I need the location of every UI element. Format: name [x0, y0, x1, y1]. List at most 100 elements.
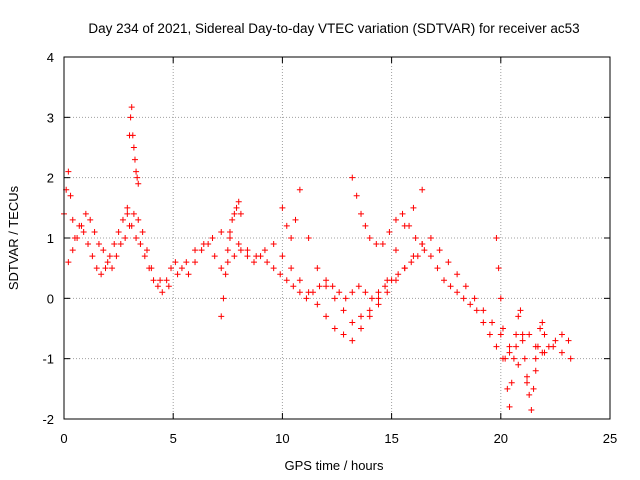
data-point	[366, 235, 373, 241]
data-point	[137, 241, 144, 248]
data-point	[95, 241, 102, 248]
data-point	[296, 289, 303, 296]
data-point	[67, 192, 74, 199]
data-point	[87, 216, 94, 223]
data-point	[174, 271, 181, 278]
data-point	[521, 355, 528, 362]
data-point	[355, 283, 362, 290]
data-point	[532, 355, 539, 362]
data-point	[515, 313, 522, 320]
data-point	[106, 253, 113, 260]
data-point	[358, 313, 365, 320]
data-point	[119, 216, 126, 223]
data-point	[427, 235, 434, 241]
data-point	[519, 331, 526, 338]
data-point	[486, 331, 493, 338]
data-point	[401, 265, 408, 272]
data-point	[154, 283, 161, 290]
data-point	[237, 247, 244, 254]
data-point	[218, 313, 225, 320]
x-tick-label: 0	[60, 431, 67, 446]
data-point	[480, 307, 487, 314]
data-point	[358, 325, 365, 332]
data-points	[61, 104, 574, 413]
data-point	[517, 307, 524, 314]
data-point	[150, 277, 157, 284]
data-point	[131, 156, 138, 163]
data-point	[237, 210, 244, 217]
data-point	[115, 228, 122, 235]
data-point	[93, 265, 100, 272]
data-point	[353, 192, 360, 199]
data-point	[200, 241, 207, 248]
data-point	[89, 253, 96, 260]
series-track-c	[124, 104, 142, 211]
data-point	[386, 228, 393, 235]
data-point	[148, 265, 155, 272]
data-point	[421, 247, 428, 254]
data-point	[495, 265, 502, 272]
data-point	[185, 271, 192, 278]
data-point	[279, 253, 286, 260]
data-point	[290, 283, 297, 290]
data-point	[384, 277, 391, 284]
x-tick-label: 25	[603, 431, 617, 446]
data-point	[447, 283, 454, 290]
data-point	[165, 283, 172, 290]
data-point	[251, 259, 258, 266]
data-point	[473, 307, 480, 314]
data-point	[104, 259, 111, 266]
data-point	[69, 216, 76, 223]
data-point	[331, 325, 338, 332]
data-point	[506, 403, 513, 410]
data-point	[85, 241, 92, 248]
data-point	[419, 241, 426, 248]
data-point	[226, 235, 233, 241]
series-track-d	[279, 186, 426, 326]
data-point	[524, 379, 531, 386]
data-point	[454, 271, 461, 278]
data-point	[519, 337, 526, 344]
data-point	[349, 289, 356, 296]
y-tick-label: 3	[47, 110, 54, 125]
data-point	[277, 271, 284, 278]
data-point	[139, 228, 146, 235]
data-point	[91, 228, 98, 235]
chart-title: Day 234 of 2021, Sidereal Day-to-day VTE…	[88, 21, 579, 36]
x-tick-label: 10	[275, 431, 289, 446]
data-point	[122, 235, 129, 241]
data-point	[78, 222, 85, 229]
data-point	[532, 367, 539, 374]
data-point	[220, 295, 227, 302]
data-point	[264, 259, 271, 266]
data-point	[567, 355, 574, 362]
data-point	[358, 210, 365, 217]
data-point	[366, 307, 373, 314]
data-point	[296, 186, 303, 193]
data-point	[65, 259, 72, 266]
data-point	[270, 265, 277, 272]
data-point	[528, 406, 535, 413]
data-point	[410, 253, 417, 260]
x-axis-label: GPS time / hours	[285, 458, 384, 473]
data-point	[508, 379, 515, 386]
data-point	[292, 216, 299, 223]
data-point	[445, 259, 452, 266]
data-point	[218, 228, 225, 235]
data-point	[98, 271, 105, 278]
data-point	[141, 253, 148, 260]
data-point	[316, 283, 323, 290]
data-point	[117, 241, 124, 248]
data-point	[375, 301, 382, 308]
data-point	[65, 168, 72, 175]
data-point	[349, 319, 356, 326]
data-point	[133, 235, 140, 241]
data-point	[229, 216, 236, 223]
data-point	[74, 235, 81, 241]
data-point	[113, 253, 120, 260]
data-point	[288, 265, 295, 272]
data-point	[349, 174, 356, 181]
data-point	[109, 265, 116, 272]
data-point	[406, 222, 413, 229]
